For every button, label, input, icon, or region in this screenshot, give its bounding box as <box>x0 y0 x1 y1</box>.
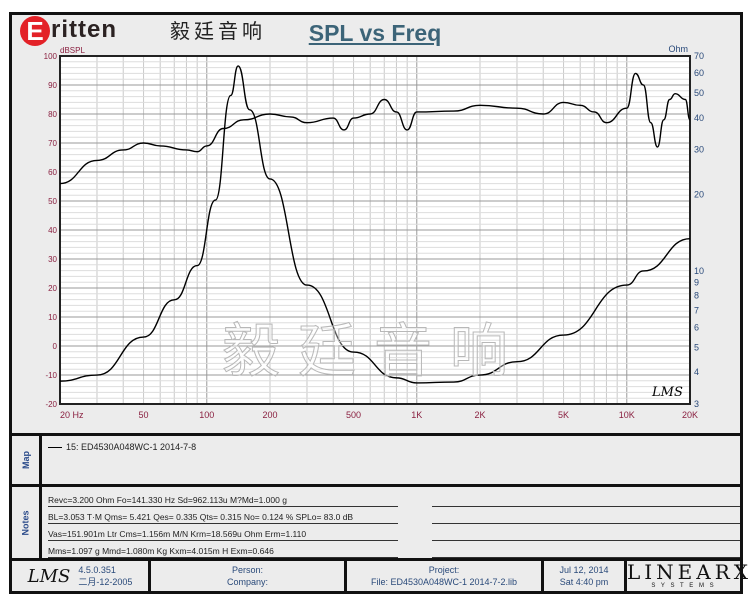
x-tick-label: 5K <box>558 410 569 420</box>
y-tick-label: 70 <box>48 139 57 148</box>
y2-tick-label: 20 <box>694 189 704 199</box>
lms-logo: LMS <box>27 565 71 587</box>
file: File: ED4530A048WC-1 2014-7-2.lib <box>370 577 518 587</box>
y2-tick-label: 7 <box>694 305 699 315</box>
footer: LMS 4.5.0.351 二月-12-2005 Person: Company: … <box>12 558 750 591</box>
linearx-logo: LINEARX <box>627 560 750 584</box>
y-tick-label: 60 <box>48 168 57 177</box>
legend-entry: 15: ED4530A048WC-1 2014-7-8 <box>48 442 196 452</box>
y-tick-label: 40 <box>48 226 57 235</box>
spl-curve <box>59 72 691 185</box>
y2-tick-label: 10 <box>694 266 704 276</box>
y2-tick-label: 8 <box>694 291 699 301</box>
y-tick-label: 100 <box>44 52 58 61</box>
y-axis-label: dBSPL <box>60 46 85 55</box>
watermark: 毅廷音响 <box>221 317 527 385</box>
x-tick-label: 2K <box>474 410 485 420</box>
x-tick-label: 1K <box>411 410 422 420</box>
project: Project: <box>428 565 460 575</box>
y-tick-label: 10 <box>48 313 57 322</box>
impedance-curve <box>59 65 691 384</box>
x-tick-label: 50 <box>139 410 149 420</box>
y2-tick-label: 40 <box>694 113 704 123</box>
y2-tick-label: 4 <box>694 367 699 377</box>
y2-tick-label: 6 <box>694 322 699 332</box>
x-tick-label: 500 <box>346 410 361 420</box>
map-label: Map <box>20 451 31 469</box>
y2-tick-label: 50 <box>694 88 704 98</box>
x-tick-label: 20 Hz <box>60 410 84 420</box>
note-line: Mms=1.097 g Mmd=1.080m Kg Kxm=4.015m H E… <box>48 545 398 558</box>
x-tick-label: 200 <box>262 410 277 420</box>
map-section: Map 15: ED4530A048WC-1 2014-7-8 <box>12 433 740 484</box>
company: Company: <box>226 577 269 587</box>
y-tick-label: -20 <box>45 400 57 409</box>
plot-border <box>59 55 691 405</box>
y2-tick-label: 70 <box>694 51 704 61</box>
y-tick-label: 80 <box>48 110 57 119</box>
y2-tick-label: 3 <box>694 399 699 409</box>
y-tick-label: 90 <box>48 81 57 90</box>
x-tick-label: 100 <box>199 410 214 420</box>
build-date: 二月-12-2005 <box>78 577 133 587</box>
y2-tick-label: 30 <box>694 145 704 155</box>
chart-title: SPL vs Freq <box>308 20 442 46</box>
date: Jul 12, 2014 <box>559 565 609 575</box>
y2-tick-label: 9 <box>694 278 699 288</box>
person: Person: <box>231 565 264 575</box>
note-line: BL=3.053 T·M Qms= 5.421 Qes= 0.335 Qts= … <box>48 511 398 524</box>
x-tick-label: 20K <box>682 410 698 420</box>
y-tick-label: 30 <box>48 255 57 264</box>
y-tick-label: -10 <box>45 371 57 380</box>
notes-section: Notes Revc=3.200 Ohm Fo=141.330 Hz Sd=96… <box>12 484 740 559</box>
y2-tick-label: 60 <box>694 68 704 78</box>
y-tick-label: 20 <box>48 284 57 293</box>
time: Sat 4:40 pm <box>559 577 609 587</box>
notes-label: Notes <box>20 510 31 536</box>
version: 4.5.0.351 <box>78 565 116 575</box>
note-line: Revc=3.200 Ohm Fo=141.330 Hz Sd=962.113u… <box>48 494 398 507</box>
y2-axis-label: Ohm <box>668 44 688 54</box>
note-line: Vas=151.901m Ltr Cms=1.156m M/N Krm=18.5… <box>48 528 398 541</box>
y-tick-label: 0 <box>53 342 58 351</box>
y2-tick-label: 5 <box>694 343 699 353</box>
y-tick-label: 50 <box>48 197 57 206</box>
x-tick-label: 10K <box>619 410 635 420</box>
lms-badge: LMS <box>651 385 683 400</box>
